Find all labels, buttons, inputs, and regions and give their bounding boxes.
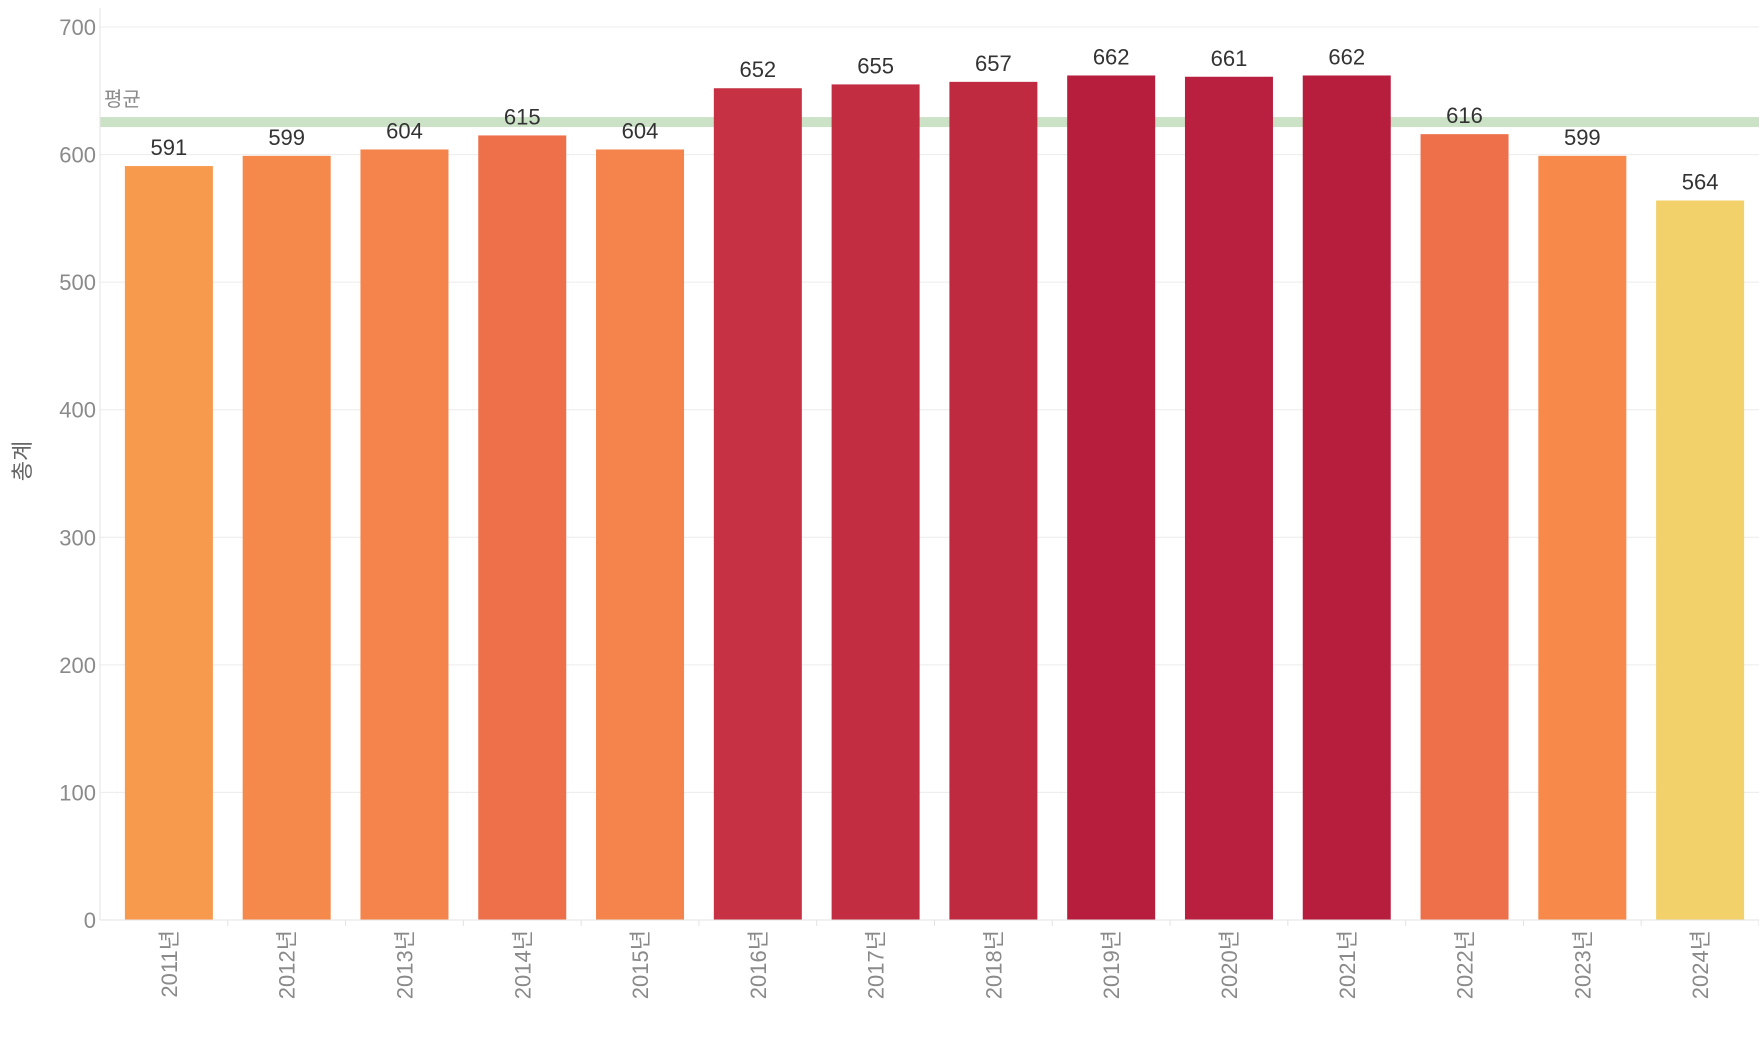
- y-tick-label: 100: [59, 780, 96, 805]
- bar-value-label: 652: [739, 57, 776, 82]
- bar-value-label: 599: [1564, 125, 1601, 150]
- x-category-label: 2013년: [392, 930, 417, 999]
- bars: [124, 75, 1745, 921]
- bar-value-label: 591: [151, 135, 188, 160]
- bar-2018년[interactable]: [949, 81, 1038, 920]
- reference-line-group: 평균: [100, 88, 1759, 128]
- bar-2012년[interactable]: [242, 155, 331, 920]
- x-category-label: 2018년: [981, 930, 1006, 999]
- bar-2013년[interactable]: [360, 149, 449, 920]
- x-category-label: 2014년: [510, 930, 535, 999]
- y-tick-label: 0: [84, 908, 96, 933]
- bar-value-label: 615: [504, 104, 541, 129]
- bar-2017년[interactable]: [831, 84, 920, 920]
- x-category-label: 2023년: [1570, 930, 1595, 999]
- bar-value-label: 564: [1682, 169, 1719, 194]
- bar-value-label: 604: [622, 118, 659, 143]
- x-category-label: 2016년: [746, 930, 771, 999]
- x-category-label: 2019년: [1099, 930, 1124, 999]
- x-category-label: 2021년: [1335, 930, 1360, 999]
- x-category-label: 2017년: [864, 930, 889, 999]
- bar-2024년[interactable]: [1656, 200, 1745, 921]
- bar-value-label: 616: [1446, 103, 1483, 128]
- average-reference-line: [100, 117, 1759, 128]
- y-tick-label: 200: [59, 653, 96, 678]
- bar-2021년[interactable]: [1302, 75, 1391, 920]
- x-category-label: 2022년: [1453, 930, 1478, 999]
- data-labels: 591 599 604 615 604 652 655 657 662 661 662 616 599 5…: [151, 44, 1719, 194]
- bar-value-label: 655: [857, 53, 894, 78]
- bar-value-label: 662: [1328, 44, 1365, 69]
- bar-2019년[interactable]: [1067, 75, 1156, 920]
- bar-2023년[interactable]: [1538, 155, 1627, 920]
- bar-value-label: 661: [1211, 46, 1248, 71]
- bar-2020년[interactable]: [1184, 76, 1273, 920]
- bar-value-label: 604: [386, 118, 423, 143]
- average-line-label: 평균: [104, 88, 141, 111]
- bar-value-label: 657: [975, 51, 1012, 76]
- bar-2015년[interactable]: [596, 149, 685, 920]
- x-category-label: 2011년: [157, 930, 182, 998]
- x-category-label: 2012년: [275, 930, 300, 999]
- y-axis-title: 총계: [10, 441, 35, 481]
- bar-2011년[interactable]: [124, 166, 213, 920]
- y-tick-label: 300: [59, 525, 96, 550]
- x-category-label: 2015년: [628, 930, 653, 999]
- x-category-label: 2020년: [1217, 930, 1242, 999]
- y-tick-label: 400: [59, 398, 96, 423]
- axes: 0 100 200 300 400 500 600 700 총계 2011년 2012년 2013년 2…: [10, 8, 1759, 999]
- bar-value-label: 599: [268, 125, 305, 150]
- bar-2014년[interactable]: [478, 135, 567, 920]
- y-tick-label: 600: [59, 143, 96, 168]
- y-tick-label: 500: [59, 270, 96, 295]
- y-tick-label: 700: [59, 15, 96, 40]
- bar-2022년[interactable]: [1420, 134, 1509, 920]
- gridlines: [100, 26, 1759, 921]
- bar-value-label: 662: [1093, 44, 1130, 69]
- x-category-label: 2024년: [1688, 930, 1713, 999]
- bar-2016년[interactable]: [713, 88, 802, 921]
